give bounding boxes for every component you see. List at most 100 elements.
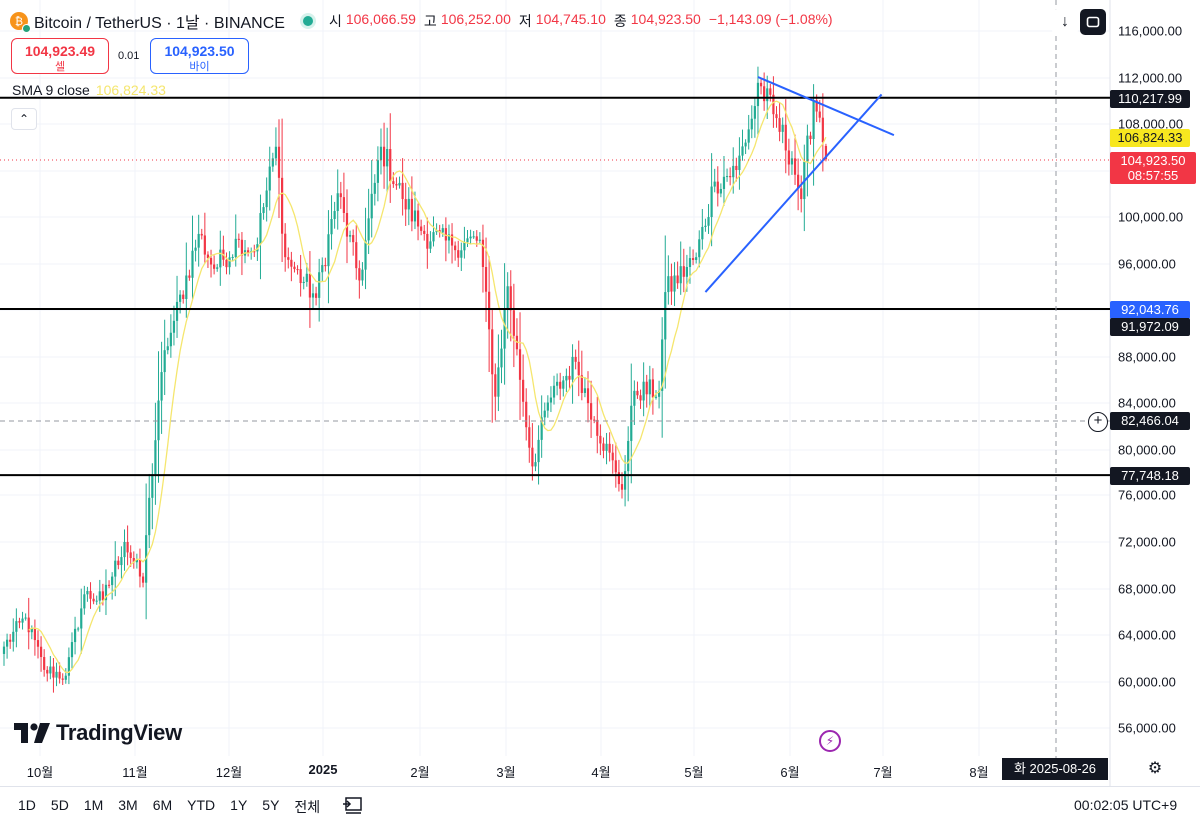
last-price-value: 104,923.50 <box>1120 153 1186 168</box>
sma-legend[interactable]: SMA 9 close 106,824.33 <box>12 82 166 98</box>
add-alert-icon[interactable]: + <box>1088 412 1108 432</box>
candle-body <box>549 397 553 403</box>
candle-body <box>27 617 30 633</box>
candle-body <box>376 160 379 183</box>
candle-body <box>256 244 259 252</box>
settings-gear-icon[interactable]: ⚙ <box>1147 760 1163 777</box>
compare-icon[interactable] <box>342 795 364 815</box>
candle-body <box>401 182 404 200</box>
trendlines <box>704 76 895 293</box>
candle-body <box>534 462 537 467</box>
horizontal-levels <box>0 96 1110 477</box>
candle-body <box>738 155 741 170</box>
candle-body <box>336 193 339 212</box>
candle-body <box>775 114 778 119</box>
chart-header: ₿ Bitcoin / TetherUS · 1날 · BINANCE 시 106… <box>10 8 837 34</box>
candle-body <box>416 210 420 227</box>
price-tick: 80,000.00 <box>1118 442 1176 458</box>
range-1m[interactable]: 1M <box>83 797 104 813</box>
candle-body <box>506 286 509 310</box>
candle-body <box>324 265 327 267</box>
candle-body <box>98 591 101 601</box>
candle-body <box>231 256 234 258</box>
candle-body <box>271 158 274 167</box>
candle-body <box>599 435 602 444</box>
date-range-buttons: 1D 5D 1M 3M 6M YTD 1Y 5Y 전체 <box>18 797 335 817</box>
fullscreen-icon[interactable] <box>1080 9 1106 35</box>
candle-body <box>797 174 800 189</box>
candle-body <box>70 642 74 658</box>
candle-body <box>815 100 818 112</box>
candle-body <box>695 257 698 260</box>
tradingview-logo[interactable]: TradingView <box>14 720 182 746</box>
candle-body <box>284 233 287 258</box>
range-all[interactable]: 전체 <box>294 799 321 815</box>
candle-body <box>457 250 460 258</box>
symbol-title[interactable]: Bitcoin / TetherUS · 1날 · BINANCE <box>34 15 285 32</box>
candle-body <box>188 275 191 278</box>
candle-body <box>157 400 160 441</box>
candle-body <box>61 678 64 680</box>
candle-body <box>234 238 237 257</box>
candle-body <box>741 146 744 156</box>
candle-body <box>546 402 549 411</box>
candle-body <box>583 388 587 393</box>
price-tick: 116,000.00 <box>1118 23 1183 39</box>
candle-body <box>413 210 417 222</box>
candle-body <box>429 241 432 249</box>
candle-body <box>64 675 67 680</box>
candle-body <box>216 267 219 269</box>
range-ytd[interactable]: YTD <box>187 797 216 813</box>
price-tick: 64,000.00 <box>1118 627 1176 643</box>
chart-grid <box>0 0 1111 786</box>
candle-body <box>265 190 268 208</box>
close-label: 종 <box>613 13 627 29</box>
candlestick-series <box>2 66 828 693</box>
lightning-icon[interactable]: ⚡ <box>819 730 841 752</box>
range-5d[interactable]: 5D <box>50 797 69 813</box>
sell-button[interactable]: 104,923.49 셀 <box>11 38 109 74</box>
candle-body <box>185 275 188 300</box>
candle-body <box>314 293 318 298</box>
candle-body <box>160 372 163 401</box>
candle-body <box>407 198 410 210</box>
candle-body <box>370 193 373 219</box>
candle-body <box>586 388 590 404</box>
candle-body <box>522 379 525 402</box>
candle-body <box>580 375 583 393</box>
sma-label: SMA 9 close <box>12 82 90 98</box>
candle-body <box>277 146 281 178</box>
candle-body <box>132 557 135 563</box>
range-6m[interactable]: 6M <box>152 797 173 813</box>
candle-body <box>392 181 395 185</box>
candle-body <box>169 332 172 347</box>
price-tick: 84,000.00 <box>1118 395 1176 411</box>
price-tick: 72,000.00 <box>1118 534 1176 550</box>
candle-body <box>667 276 670 293</box>
candle-body <box>503 309 506 349</box>
range-1y[interactable]: 1Y <box>230 797 248 813</box>
candle-body <box>800 188 803 200</box>
scroll-down-icon[interactable]: ↓ <box>1052 9 1078 35</box>
candle-body <box>154 440 157 475</box>
price-tick: 96,000.00 <box>1118 256 1176 272</box>
range-1d[interactable]: 1D <box>18 797 36 813</box>
candle-body <box>420 226 423 231</box>
price-tick: 56,000.00 <box>1118 720 1176 736</box>
buy-button[interactable]: 104,923.50 바이 <box>150 38 249 74</box>
clock-timezone[interactable]: 00:02:05 UTC+9 <box>1074 797 1178 813</box>
buy-price: 104,923.50 <box>164 43 235 59</box>
price-tick: 112,000.00 <box>1118 70 1183 86</box>
candle-body <box>806 135 809 162</box>
candle-body <box>89 590 92 599</box>
time-tick: 2025 <box>308 762 338 777</box>
candle-body <box>296 269 299 271</box>
candle-body <box>670 276 673 292</box>
range-3m[interactable]: 3M <box>118 797 138 813</box>
collapse-chevron-icon[interactable]: ⌃ <box>11 108 37 130</box>
range-5y[interactable]: 5Y <box>262 797 280 813</box>
candle-body <box>809 135 812 140</box>
candle-body <box>729 176 732 178</box>
candle-body <box>281 177 284 234</box>
